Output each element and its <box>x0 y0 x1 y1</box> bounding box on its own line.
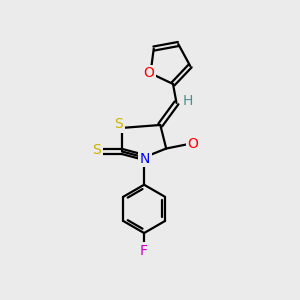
Text: O: O <box>144 66 154 80</box>
Text: O: O <box>187 137 198 151</box>
Text: H: H <box>182 94 193 108</box>
Text: F: F <box>140 244 148 258</box>
Text: S: S <box>93 143 101 157</box>
Text: S: S <box>114 117 123 131</box>
Text: N: N <box>140 152 150 166</box>
